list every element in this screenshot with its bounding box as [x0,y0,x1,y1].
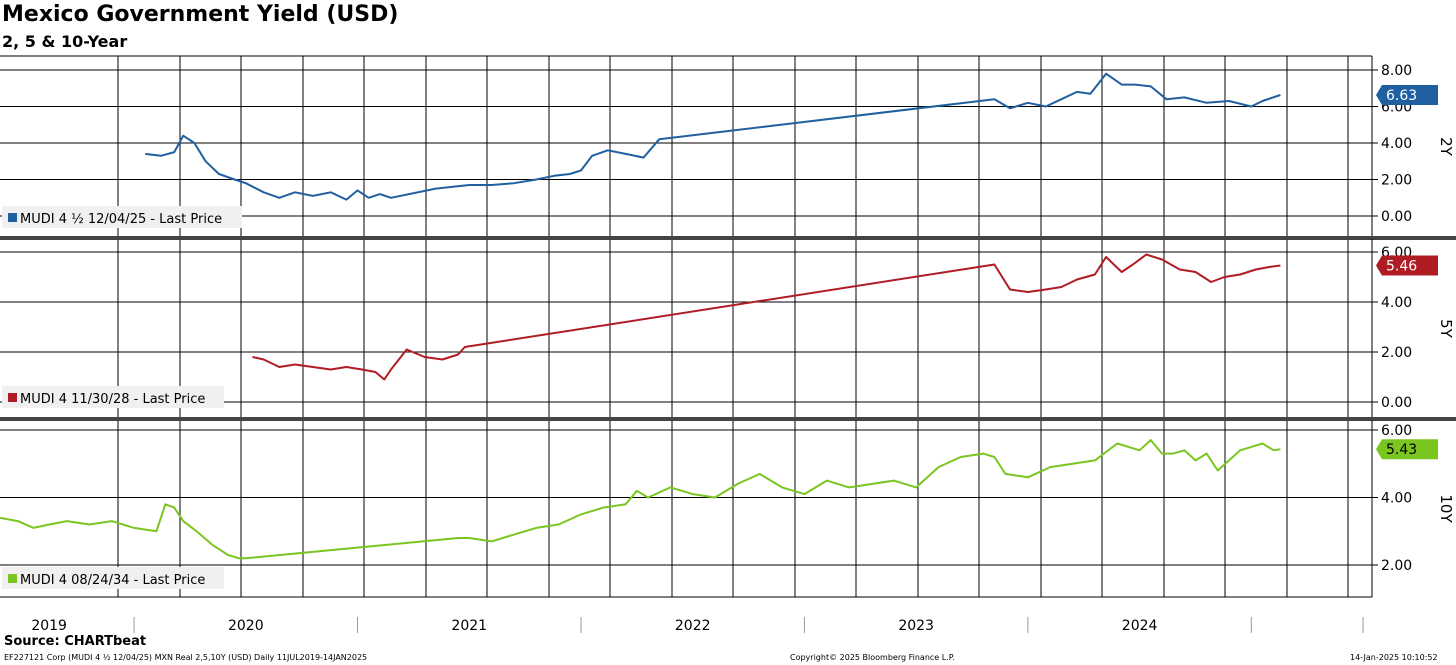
legend-label: MUDI 4 08/24/34 - Last Price [20,573,205,588]
chart-title: Mexico Government Yield (USD) [2,2,399,27]
ytick-label: 2.00 [1381,173,1412,189]
x-year-label: 2022 [675,618,711,634]
ytick-label: 6.00 [1381,423,1412,439]
legend-swatch [8,574,17,583]
legend-bg [2,386,224,408]
last-value-badge: 5.43 [1376,439,1438,460]
footer-copyright: Copyright© 2025 Bloomberg Finance L.P. [790,653,955,662]
legend-bg [2,206,242,228]
legend-swatch [8,213,17,222]
ytick-label: 2.00 [1381,345,1412,361]
ytick-label: 2.00 [1381,558,1412,574]
badge-shape [1376,85,1438,106]
ytick-label: 4.00 [1381,491,1412,507]
ytick-label: 0.00 [1381,395,1412,411]
ytick-label: 4.00 [1381,136,1412,152]
x-year-label: 2019 [31,618,67,634]
badge-shape [1376,255,1438,276]
badge-shape [1376,439,1438,460]
panel-separator [0,236,1456,240]
legend-label: MUDI 4 11/30/28 - Last Price [20,392,205,407]
panel-separator [0,417,1456,421]
last-value-badge: 6.63 [1376,85,1438,106]
footer-timestamp: 14-Jan-2025 10:10:52 [1350,653,1438,662]
x-year-label: 2021 [451,618,487,634]
ytick-label: 0.00 [1381,209,1412,225]
chart-subtitle: 2, 5 & 10-Year [2,32,128,51]
legend-2y: MUDI 4 ½ 12/04/25 - Last Price [2,206,242,228]
x-year-label: 2023 [898,618,934,634]
badge-value: 5.46 [1386,259,1417,275]
badge-value: 6.63 [1386,88,1417,104]
ytick-label: 4.00 [1381,295,1412,311]
footer-left: EF227121 Corp (MUDI 4 ½ 12/04/25) MXN Re… [4,653,368,662]
series-line-2y [145,72,1281,201]
source-note: Source: CHARTbeat [4,634,147,649]
legend-10y: MUDI 4 08/24/34 - Last Price [2,567,224,589]
legend-label: MUDI 4 ½ 12/04/25 - Last Price [20,212,222,227]
legend-5y: MUDI 4 11/30/28 - Last Price [2,386,224,408]
x-year-label: 2024 [1122,618,1158,634]
panel-10y: 2.00 4.00 6.00 10Y 5.43 MUDI 4 08/24/34 - Las… [0,420,1455,597]
last-value-badge: 5.46 [1376,255,1438,276]
series-line-5y [252,253,1281,381]
panel-label: 5Y [1437,319,1455,339]
ytick-label: 8.00 [1381,63,1412,79]
badge-value: 5.43 [1386,442,1417,458]
legend-bg [2,567,224,589]
panel-label: 10Y [1437,494,1455,523]
panel-label: 2Y [1437,137,1455,157]
series-line-10y [0,439,1281,560]
x-year-label: 2020 [228,618,264,634]
legend-swatch [8,393,17,402]
